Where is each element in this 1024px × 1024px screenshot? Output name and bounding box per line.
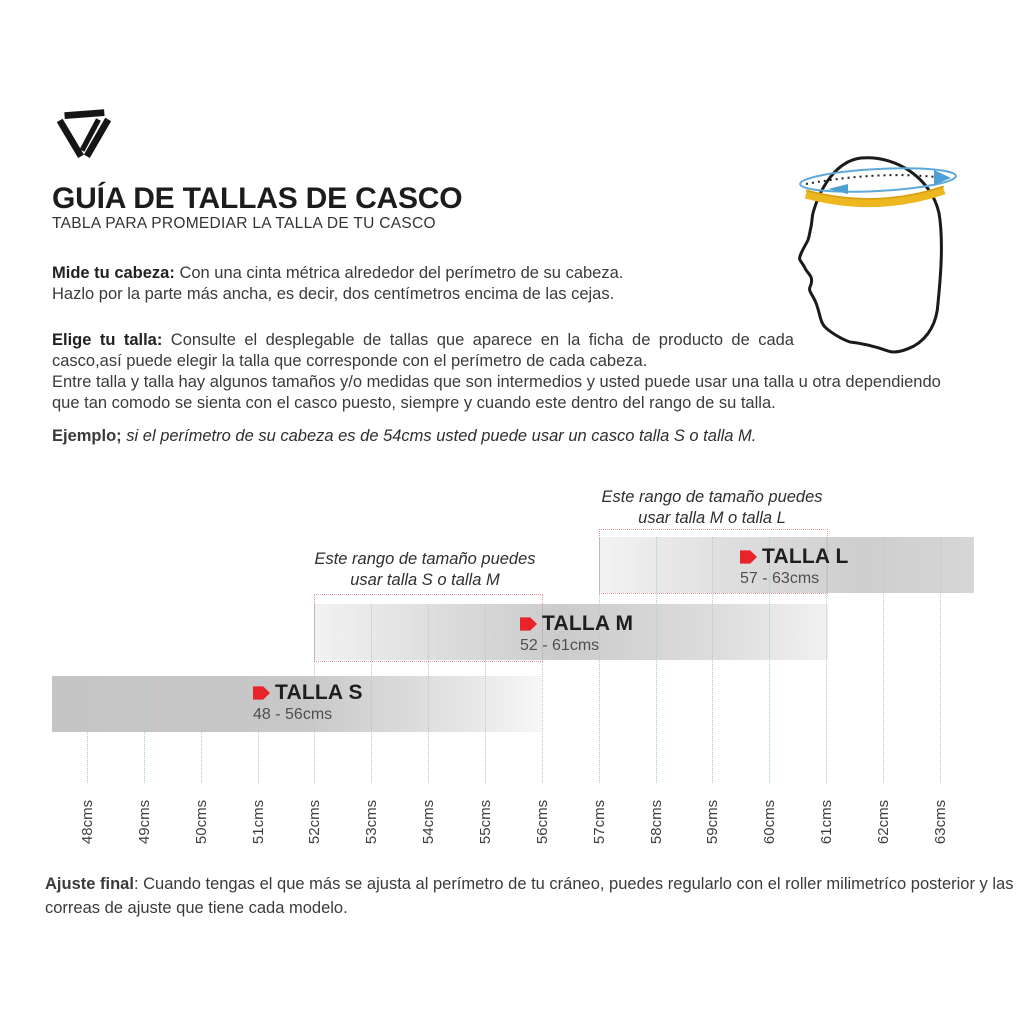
annotation-m-l: Este rango de tamaño puedes usar talla M… xyxy=(552,487,872,529)
measure-text1: Con una cinta métrica alrededor del perí… xyxy=(174,264,624,282)
size-name-m: TALLA M xyxy=(542,612,634,635)
tick-line-51 xyxy=(258,676,259,783)
size-label-l-row: TALLA L xyxy=(740,545,849,569)
axis-label-58cms: 58cms xyxy=(647,799,665,845)
axis-label-56cms: 56cms xyxy=(533,799,551,845)
size-name-s: TALLA S xyxy=(275,681,363,704)
size-tag-icon xyxy=(520,617,537,631)
tick-line-52 xyxy=(314,604,315,783)
axis-label-59cms: 59cms xyxy=(703,799,721,845)
arrow-left-icon xyxy=(828,184,848,194)
size-tag-icon xyxy=(253,686,270,700)
annotation-s-m: Este rango de tamaño puedes usar talla S… xyxy=(265,549,585,591)
axis-label-62cms: 62cms xyxy=(874,799,892,845)
axis-label-52cms: 52cms xyxy=(305,799,323,845)
tick-line-63 xyxy=(940,537,941,783)
paragraph-example: Ejemplo; si el perímetro de su cabeza es… xyxy=(52,427,952,446)
arrow-right-icon xyxy=(934,170,951,185)
annotation-m-l-line1: Este rango de tamaño puedes xyxy=(601,488,823,506)
size-bar-l xyxy=(599,537,974,593)
measuring-band xyxy=(804,185,946,208)
measuring-band-edge xyxy=(805,185,945,200)
example-lead: Ejemplo; xyxy=(52,427,122,445)
paragraph-final-adjust: Ajuste final: Cuando tengas el que más s… xyxy=(45,872,1024,920)
axis-label-51cms: 51cms xyxy=(249,799,267,845)
axis-label-55cms: 55cms xyxy=(476,799,494,845)
example-text: si el perímetro de su cabeza es de 54cms… xyxy=(121,427,757,445)
measure-lead: Mide tu cabeza: xyxy=(52,264,175,282)
size-bar-m xyxy=(314,604,828,660)
page-title: GUÍA DE TALLAS DE CASCO xyxy=(52,182,463,215)
head-outline xyxy=(798,156,943,354)
axis-label-50cms: 50cms xyxy=(192,799,210,845)
tick-line-57 xyxy=(599,537,600,783)
paragraph-measure-line1: Mide tu cabeza: Con una cinta métrica al… xyxy=(52,263,794,284)
final-text1: : Cuando tengas el que más se ajusta al … xyxy=(133,875,1014,893)
brand-logo-icon xyxy=(56,109,112,159)
paragraph-choose-line4: que tan comodo se sienta con el casco pu… xyxy=(52,394,776,412)
tick-line-55 xyxy=(485,604,486,783)
paragraph-measure-line2: Hazlo por la parte más ancha, es decir, … xyxy=(52,285,615,303)
tick-line-56 xyxy=(542,604,543,783)
paragraph-choose: Elige tu talla: Consulte el desplegable … xyxy=(52,330,1024,414)
size-name-l: TALLA L xyxy=(762,545,849,568)
size-label-s-row: TALLA S xyxy=(253,681,363,705)
size-tag-icon xyxy=(740,550,757,564)
tick-line-61 xyxy=(826,537,827,783)
size-range-m: 52 - 61cms xyxy=(520,637,600,654)
paragraph-measure: Mide tu cabeza: Con una cinta métrica al… xyxy=(52,263,794,305)
tick-line-58 xyxy=(656,537,657,783)
tick-line-49 xyxy=(144,676,145,783)
circumference-ellipse xyxy=(799,167,957,193)
head-measurement-illustration xyxy=(798,156,957,354)
final-lead: Ajuste final xyxy=(45,875,134,893)
axis-label-57cms: 57cms xyxy=(590,799,608,845)
tick-line-60 xyxy=(769,537,770,783)
axis-label-60cms: 60cms xyxy=(760,799,778,845)
size-label-s: TALLA S 48 - 56cms xyxy=(253,681,363,724)
size-label-l: TALLA L 57 - 63cms xyxy=(740,545,849,588)
choose-lead: Elige tu talla: xyxy=(52,331,163,349)
overlap-range-m-l xyxy=(599,529,828,594)
tick-line-48 xyxy=(87,676,88,783)
axis-label-49cms: 49cms xyxy=(135,799,153,845)
annotation-s-m-line2: usar talla S o talla M xyxy=(350,571,500,589)
tick-line-59 xyxy=(712,537,713,783)
axis-label-54cms: 54cms xyxy=(419,799,437,845)
size-range-s: 48 - 56cms xyxy=(253,706,333,723)
size-label-m-row: TALLA M xyxy=(520,612,633,636)
axis-label-61cms: 61cms xyxy=(817,799,835,845)
annotation-s-m-line1: Este rango de tamaño puedes xyxy=(314,550,536,568)
paragraph-choose-line1: Elige tu talla: Consulte el desplegable … xyxy=(52,330,794,351)
axis-label-63cms: 63cms xyxy=(931,799,949,845)
paragraph-final-line1: Ajuste final: Cuando tengas el que más s… xyxy=(45,872,1024,896)
size-label-m: TALLA M 52 - 61cms xyxy=(520,612,633,655)
axis-label-53cms: 53cms xyxy=(362,799,380,845)
tick-line-53 xyxy=(371,604,372,783)
choose-text1: Consulte el desplegable de tallas que ap… xyxy=(162,331,794,349)
paragraph-choose-line2: casco,así puede elegir la talla que corr… xyxy=(52,352,648,370)
size-bar-s xyxy=(52,676,542,732)
axis-label-48cms: 48cms xyxy=(78,799,96,845)
size-range-l: 57 - 63cms xyxy=(740,570,820,587)
paragraph-choose-line3: Entre talla y talla hay algunos tamaños … xyxy=(52,373,941,391)
paragraph-final-line2: correas de ajuste que tiene cada modelo. xyxy=(45,899,348,917)
tick-line-54 xyxy=(428,604,429,783)
overlap-range-s-m xyxy=(314,594,543,662)
tick-line-62 xyxy=(883,537,884,783)
tick-line-50 xyxy=(201,676,202,783)
page-subtitle: TABLA PARA PROMEDIAR LA TALLA DE TU CASC… xyxy=(52,215,436,232)
annotation-m-l-line2: usar talla M o talla L xyxy=(638,509,786,527)
